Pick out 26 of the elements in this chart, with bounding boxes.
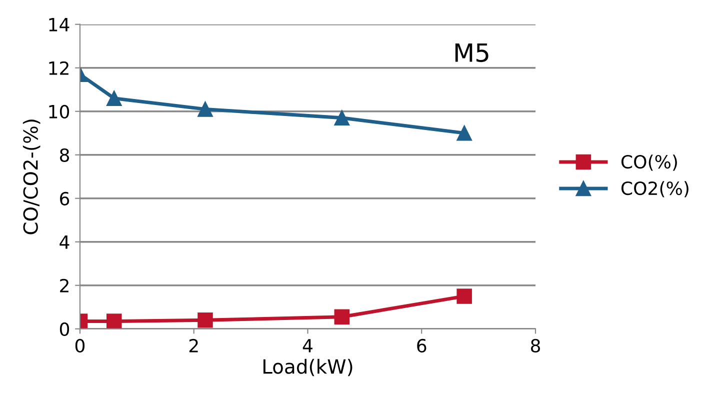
y-tick-label: 12 [49,61,68,75]
point [334,309,350,325]
x-tick-label: 6 [417,338,426,353]
point [198,102,213,117]
y-tick-label: 4 [60,236,70,249]
point [198,312,213,328]
y-tick-label: 2 [60,278,68,292]
x-tick-label: 0 [75,338,85,353]
y-tick-label: 8 [60,148,70,162]
x-tick-label: 4 [302,339,312,352]
annotation: M5 [455,43,488,62]
point [106,90,122,106]
legend-label: CO(%) [621,154,677,171]
point [456,288,472,304]
point [456,125,472,141]
y-tick-label: 10 [49,104,70,118]
x-tick-label: 8 [530,338,540,353]
point [334,110,350,126]
y-axis-title: CO/CO2-(%) [22,120,40,234]
legend-label: CO2(%) [621,181,688,198]
y-tick-label: 0 [60,322,70,336]
y-tick-label: 6 [60,192,70,206]
x-axis-title: Load(kW) [263,358,352,376]
x-tick-label: 2 [189,338,198,352]
y-tick-label: 14 [49,18,70,32]
point [106,314,122,329]
